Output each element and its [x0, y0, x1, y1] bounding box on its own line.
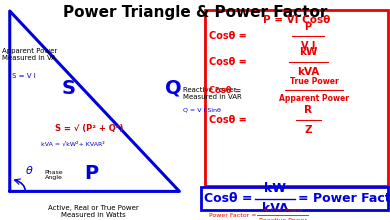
Text: Z: Z: [304, 125, 312, 135]
Text: Active, Real or True Power
Measured in Watts: Active, Real or True Power Measured in W…: [48, 205, 139, 218]
Text: kW: kW: [299, 47, 317, 57]
Text: kVA: kVA: [297, 67, 319, 77]
Text: Reactive Power: Reactive Power: [259, 218, 307, 220]
Text: Cosθ =: Cosθ =: [209, 31, 250, 41]
Text: Apparent Power: Apparent Power: [279, 94, 349, 103]
Text: Cosθ =: Cosθ =: [209, 115, 250, 125]
Text: Q: Q: [165, 79, 182, 97]
Text: Reactive Power
Measured in VAR: Reactive Power Measured in VAR: [183, 87, 242, 100]
Text: Q = V I Sinθ: Q = V I Sinθ: [183, 108, 221, 112]
Text: P: P: [85, 164, 99, 183]
Text: P = VI Cosθ: P = VI Cosθ: [263, 15, 330, 25]
Text: Power Factor =: Power Factor =: [209, 213, 258, 218]
Text: = Power Factor: = Power Factor: [298, 192, 390, 205]
Text: Active Power: Active Power: [262, 208, 303, 213]
Bar: [205, 10, 388, 186]
Text: Cosθ =: Cosθ =: [204, 192, 257, 205]
Text: Apparent Power
Measured in VA: Apparent Power Measured in VA: [2, 48, 57, 62]
Text: R: R: [304, 105, 312, 115]
Text: kVA = √kW²+ KVAR²: kVA = √kW²+ KVAR²: [41, 141, 105, 147]
Text: kVA: kVA: [262, 202, 288, 215]
Text: kW: kW: [264, 182, 286, 195]
Text: Cosθ =: Cosθ =: [209, 57, 250, 67]
Text: Power Triangle & Power Factor: Power Triangle & Power Factor: [63, 6, 327, 20]
Bar: [201, 187, 388, 210]
Text: V l: V l: [301, 41, 315, 51]
Text: θ: θ: [26, 165, 33, 176]
Text: P: P: [305, 22, 312, 32]
Text: S: S: [61, 79, 75, 97]
Text: S = √ (P² + Q²): S = √ (P² + Q²): [55, 124, 123, 133]
Text: Cosθ =: Cosθ =: [209, 86, 244, 95]
Text: S = V I: S = V I: [12, 73, 35, 79]
Text: True Power: True Power: [290, 77, 339, 86]
Text: Phase
Angle: Phase Angle: [45, 169, 64, 180]
